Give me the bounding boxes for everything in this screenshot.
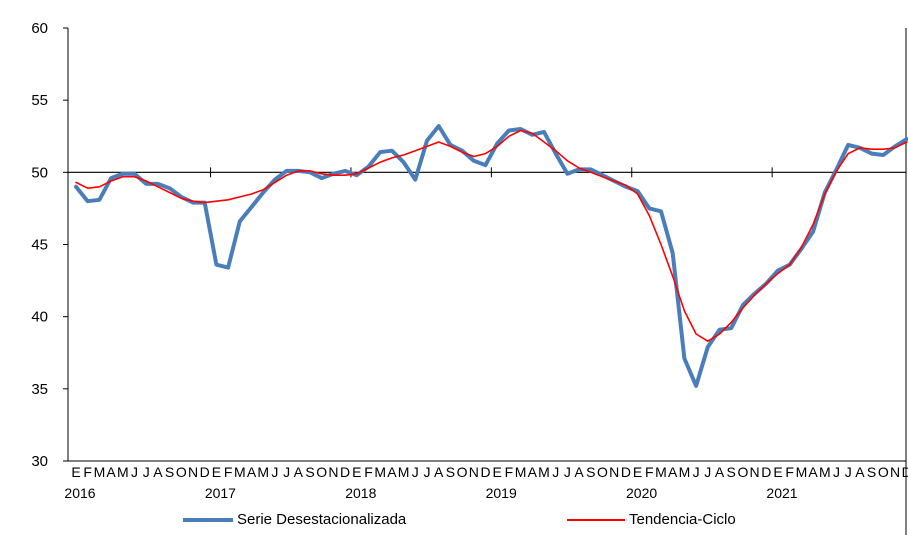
x-year-label: 2017: [205, 485, 236, 501]
x-month-label: A: [528, 464, 538, 480]
x-month-label: J: [564, 464, 571, 480]
x-month-label: F: [645, 464, 654, 480]
x-month-label: N: [890, 464, 900, 480]
x-month-label: E: [493, 464, 502, 480]
x-month-label: S: [446, 464, 455, 480]
x-month-label: M: [234, 464, 246, 480]
x-month-label: J: [143, 464, 150, 480]
x-month-label: F: [83, 464, 92, 480]
x-month-label: O: [737, 464, 748, 480]
x-month-label: J: [845, 464, 852, 480]
x-month-label: M: [655, 464, 667, 480]
y-tick-label: 50: [31, 164, 48, 181]
y-tick-label: 30: [31, 453, 48, 470]
series-line-tendencia-ciclo: [75, 129, 908, 343]
y-tick-label: 40: [31, 309, 48, 326]
y-tick-label: 60: [31, 20, 48, 37]
x-month-label: J: [552, 464, 559, 480]
x-month-label: F: [224, 464, 233, 480]
x-month-label: J: [271, 464, 278, 480]
x-month-label: M: [117, 464, 129, 480]
x-month-label: A: [153, 464, 163, 480]
x-month-label: A: [106, 464, 116, 480]
x-month-label: J: [833, 464, 840, 480]
legend-item-serie-desestacionalizada: Serie Desestacionalizada: [183, 511, 406, 528]
y-tick-label: 55: [31, 92, 48, 109]
legend-item-tendencia-ciclo: Tendencia-Ciclo: [567, 511, 736, 528]
x-month-label: O: [597, 464, 608, 480]
x-month-label: J: [283, 464, 290, 480]
x-month-label: M: [257, 464, 269, 480]
x-month-label: M: [538, 464, 550, 480]
reference-line-group: [68, 167, 906, 178]
x-month-label: O: [316, 464, 327, 480]
x-month-label: M: [819, 464, 831, 480]
x-month-label: S: [305, 464, 314, 480]
x-month-label: S: [586, 464, 595, 480]
x-month-label: A: [808, 464, 818, 480]
x-month-label: O: [878, 464, 889, 480]
x-month-label: D: [902, 464, 908, 480]
x-month-label: M: [796, 464, 808, 480]
x-month-label: A: [387, 464, 397, 480]
x-year-label: 2018: [345, 485, 376, 501]
x-year-label: 2020: [626, 485, 657, 501]
x-month-label: F: [505, 464, 514, 480]
y-tick-label: 45: [31, 237, 48, 254]
x-month-label: A: [294, 464, 304, 480]
x-month-label: E: [633, 464, 642, 480]
x-month-label: F: [785, 464, 794, 480]
x-month-label: E: [212, 464, 221, 480]
legend-swatch-red: [567, 518, 625, 521]
x-month-label: N: [188, 464, 198, 480]
x-month-label: D: [480, 464, 490, 480]
x-month-label: O: [457, 464, 468, 480]
x-month-label: M: [679, 464, 691, 480]
x-month-label: A: [855, 464, 865, 480]
x-month-label: D: [621, 464, 631, 480]
x-month-label: A: [668, 464, 678, 480]
x-month-label: S: [867, 464, 876, 480]
x-month-label: A: [715, 464, 725, 480]
x-month-label: A: [434, 464, 444, 480]
x-month-label: N: [609, 464, 619, 480]
y-tick-label: 35: [31, 381, 48, 398]
x-month-label: N: [469, 464, 479, 480]
x-month-label: O: [176, 464, 187, 480]
x-month-label: A: [247, 464, 257, 480]
x-month-label: J: [131, 464, 138, 480]
x-month-label: M: [398, 464, 410, 480]
x-month-label: D: [200, 464, 210, 480]
x-month-label: N: [750, 464, 760, 480]
legend-label: Tendencia-Ciclo: [629, 511, 736, 528]
x-month-label: E: [352, 464, 361, 480]
legend-label: Serie Desestacionalizada: [237, 511, 407, 528]
x-month-label: J: [424, 464, 431, 480]
series-line-serie-desestacionalizada: [74, 124, 908, 388]
x-month-label: M: [515, 464, 527, 480]
x-year-label: 2021: [766, 485, 797, 501]
x-month-label: J: [693, 464, 700, 480]
x-month-label: D: [340, 464, 350, 480]
x-month-label: N: [328, 464, 338, 480]
series-group: [74, 124, 908, 388]
x-year-label: 2019: [486, 485, 517, 501]
x-month-label: M: [374, 464, 386, 480]
x-month-label: S: [165, 464, 174, 480]
x-month-label: S: [727, 464, 736, 480]
x-month-label: E: [71, 464, 80, 480]
x-month-label: E: [773, 464, 782, 480]
x-month-label: A: [574, 464, 584, 480]
x-month-label: D: [761, 464, 771, 480]
legend: Serie Desestacionalizada Tendencia-Ciclo: [0, 511, 908, 533]
legend-swatch-blue: [183, 517, 233, 522]
x-month-label: F: [364, 464, 373, 480]
x-month-label: J: [704, 464, 711, 480]
x-month-label: J: [412, 464, 419, 480]
x-month-label: M: [94, 464, 106, 480]
x-year-label: 2016: [64, 485, 95, 501]
